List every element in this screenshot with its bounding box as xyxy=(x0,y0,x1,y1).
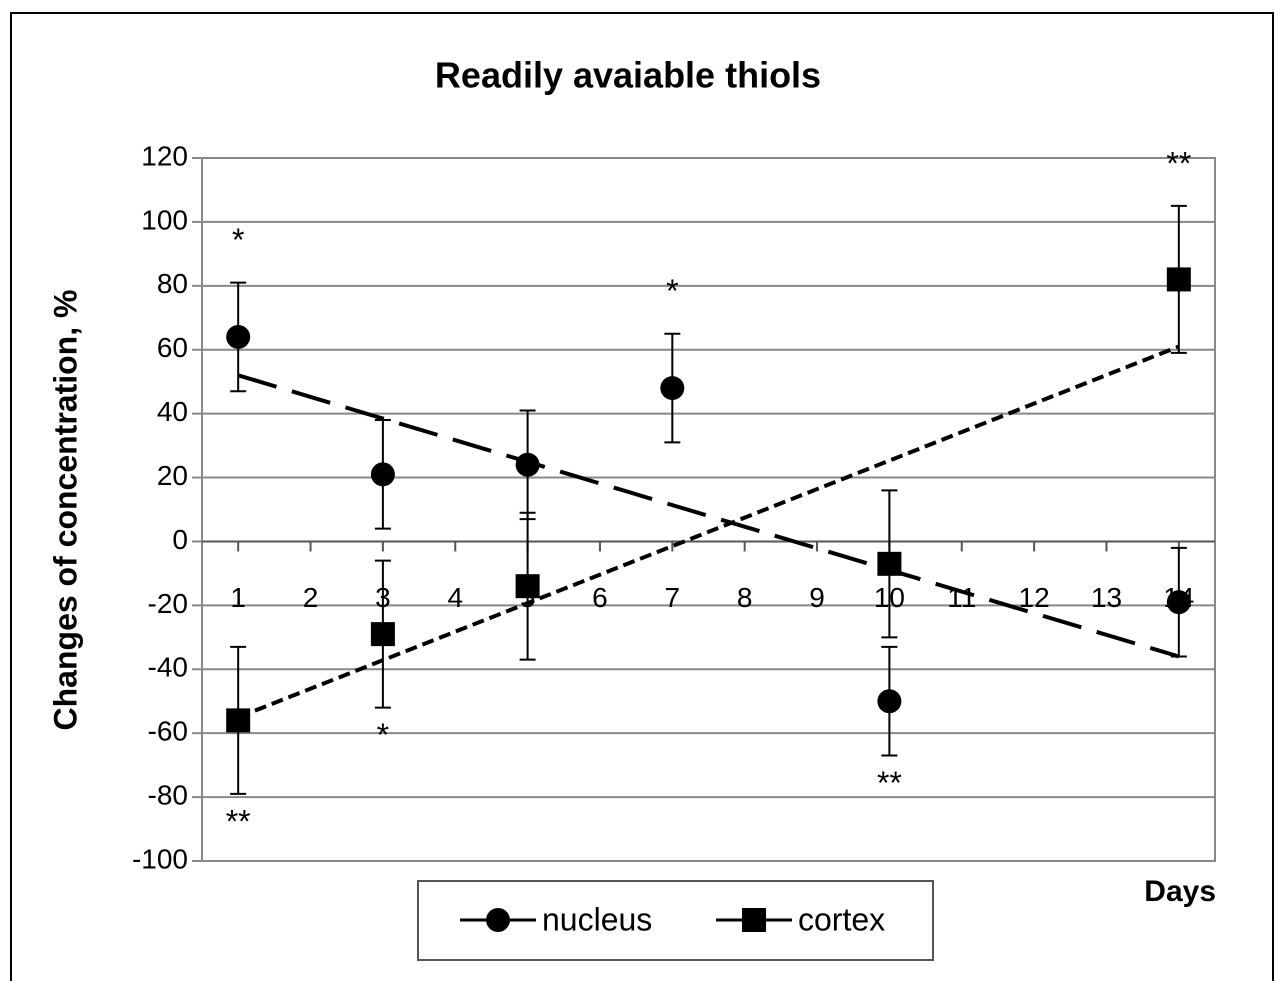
significance-label: * xyxy=(377,717,389,753)
y-tick-label: -100 xyxy=(132,843,188,874)
x-tick-label: 6 xyxy=(592,582,608,613)
marker xyxy=(515,452,540,477)
x-tick-label: 12 xyxy=(1019,582,1050,613)
legend-label: cortex xyxy=(798,901,885,937)
y-tick-label: 20 xyxy=(157,460,188,491)
x-tick-label: 2 xyxy=(303,582,319,613)
significance-label: ** xyxy=(226,803,251,839)
marker xyxy=(660,376,685,401)
y-tick-label: -20 xyxy=(148,588,188,619)
marker xyxy=(1166,590,1191,615)
significance-label: ** xyxy=(1166,145,1191,181)
x-tick-label: 1 xyxy=(230,582,246,613)
x-tick-label: 4 xyxy=(447,582,463,613)
y-tick-label: 0 xyxy=(172,524,188,555)
marker xyxy=(486,908,510,932)
x-tick-label: 7 xyxy=(665,582,681,613)
marker xyxy=(515,574,540,599)
marker xyxy=(742,908,766,932)
marker xyxy=(877,689,902,714)
trend-line xyxy=(237,344,1180,720)
marker xyxy=(370,462,395,487)
x-tick-label: 8 xyxy=(737,582,753,613)
plot-border xyxy=(201,157,1216,862)
y-tick-label: -80 xyxy=(148,779,188,810)
marker xyxy=(370,622,395,647)
marker xyxy=(226,708,251,733)
significance-label: * xyxy=(666,273,678,309)
significance-label: * xyxy=(232,222,244,258)
x-axis-label: Days xyxy=(1144,875,1216,908)
chart-title: Readily avaiable thiols xyxy=(435,55,821,96)
marker xyxy=(877,551,902,576)
marker xyxy=(1166,267,1191,292)
marker xyxy=(226,324,251,349)
y-tick-label: 40 xyxy=(157,396,188,427)
trend-line xyxy=(237,373,1180,659)
y-tick-label: -60 xyxy=(148,716,188,747)
legend-label: nucleus xyxy=(542,901,652,937)
y-axis-label: Changes of concentration, % xyxy=(47,290,83,731)
significance-label: ** xyxy=(877,765,902,801)
x-tick-label: 9 xyxy=(809,582,825,613)
y-tick-label: 100 xyxy=(141,204,188,235)
y-tick-label: -40 xyxy=(148,652,188,683)
y-tick-label: 120 xyxy=(141,140,188,171)
y-tick-label: 80 xyxy=(157,268,188,299)
y-tick-label: 60 xyxy=(157,332,188,363)
x-tick-label: 13 xyxy=(1091,582,1122,613)
